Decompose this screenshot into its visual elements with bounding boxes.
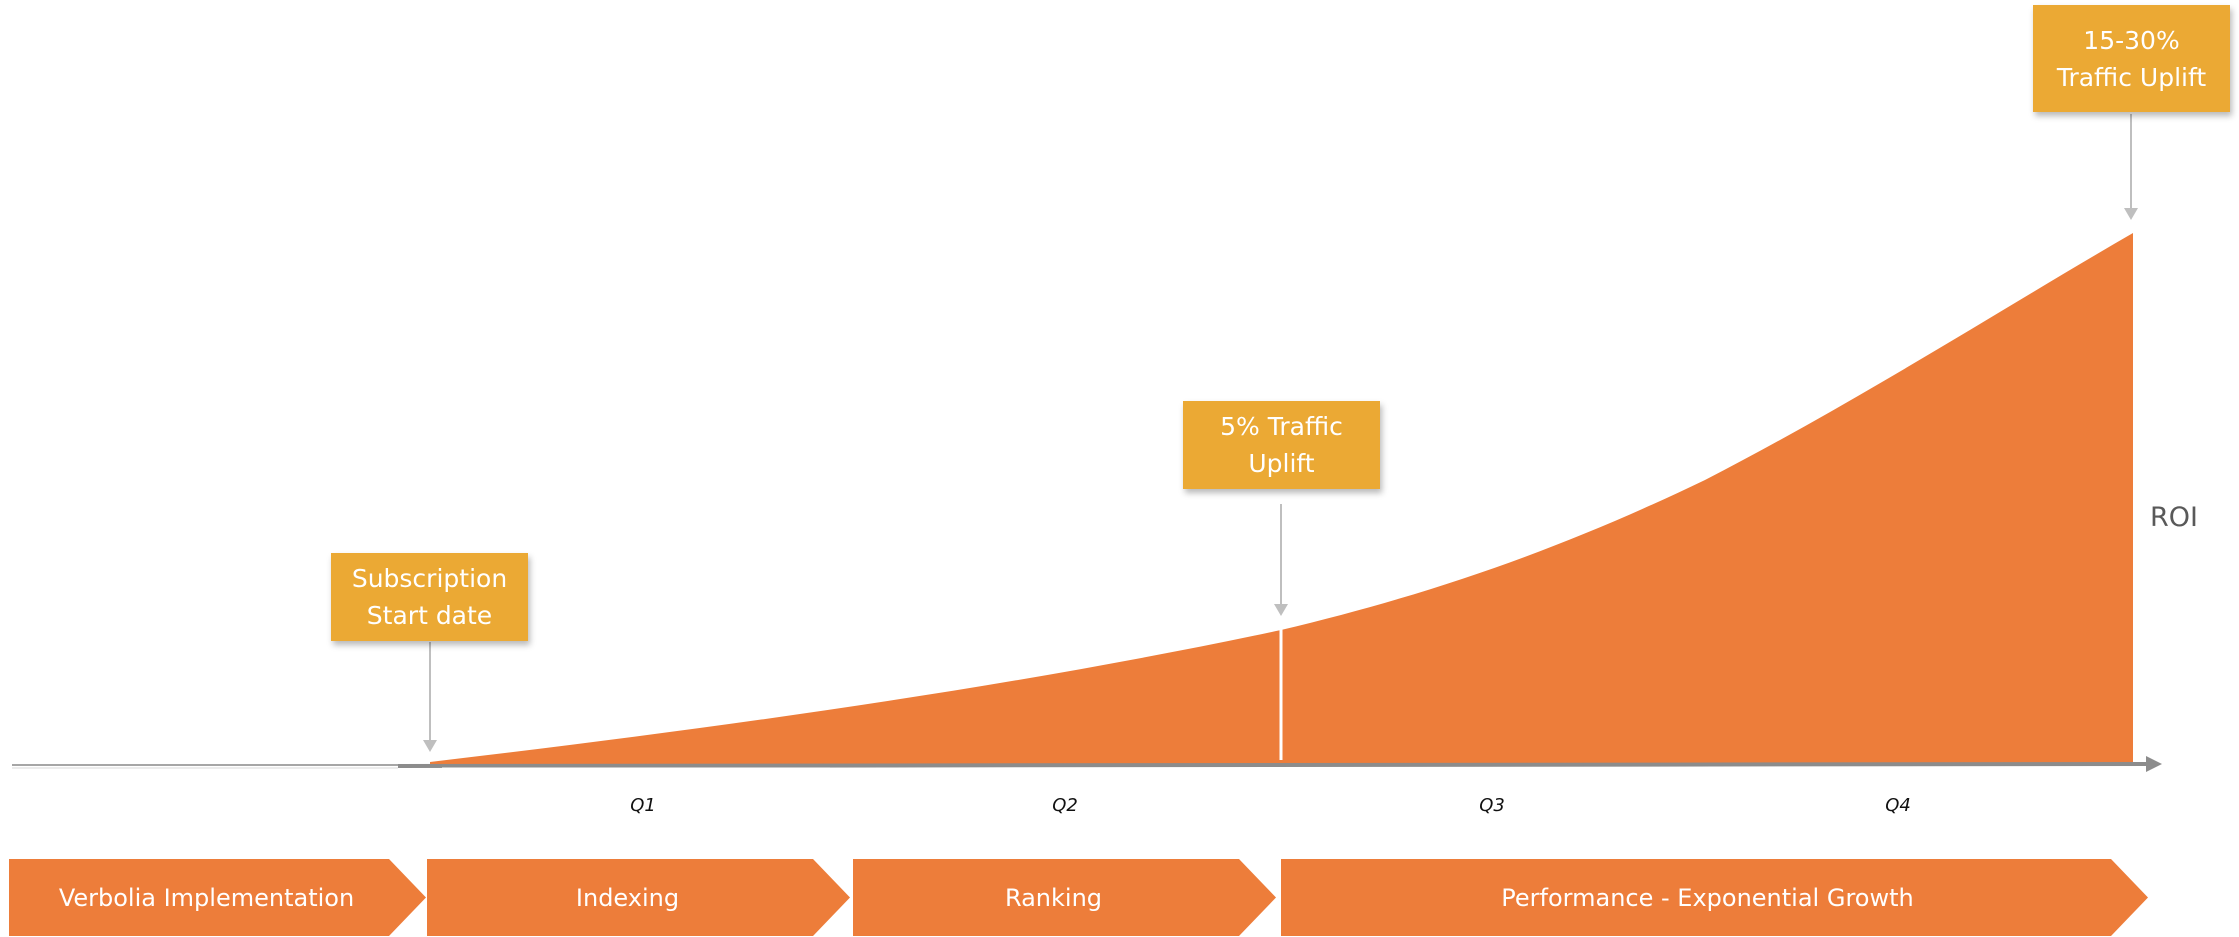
phase-ranking: Ranking (853, 859, 1276, 936)
roi-growth-area (430, 233, 2133, 765)
phase-label: Verbolia Implementation (58, 883, 355, 912)
arrow-down-icon (423, 740, 437, 752)
phase-label: Indexing (575, 883, 680, 912)
fifteen-thirty-uplift-callout: 15-30% Traffic Uplift (2033, 5, 2230, 112)
phase-indexing: Indexing (427, 859, 850, 936)
time-axis (397, 762, 2149, 768)
arrow-down-icon (2124, 208, 2138, 220)
quarter-label-q2: Q2 (1052, 795, 1078, 816)
chevron-shape (1281, 859, 2148, 936)
fifteen-thirty-line2: Traffic Uplift (2056, 62, 2207, 92)
phase-label: Ranking (1004, 883, 1103, 912)
five-percent-line2: Uplift (1248, 449, 1315, 478)
five-percent-uplift-callout: 5% Traffic Uplift (1183, 401, 1380, 489)
roi-axis-label: ROI (2150, 502, 2198, 533)
five-percent-line1: 5% Traffic (1220, 412, 1343, 441)
fifteen-thirty-line1: 15-30% (2083, 25, 2180, 55)
chevron-shape (853, 859, 1276, 936)
arrow-right-icon (2146, 756, 2162, 772)
quarter-label-q4: Q4 (1885, 795, 1911, 816)
subscription-start-callout: Subscription Start date (331, 553, 528, 641)
chevron-shape (9, 859, 426, 936)
phase-performance-exponential-growth: Performance - Exponential Growth (1281, 859, 2148, 936)
chevron-shape (427, 859, 850, 936)
phase-label: Performance - Exponential Growth (1501, 883, 1914, 912)
quarter-label-q3: Q3 (1479, 795, 1505, 816)
subscription-start-line1: Subscription (351, 564, 508, 593)
subscription-start-line2: Start date (366, 601, 493, 630)
quarter-label-q1: Q1 (630, 795, 656, 816)
phase-verbolia-implementation: Verbolia Implementation (9, 859, 426, 936)
arrow-down-icon (1274, 604, 1288, 616)
